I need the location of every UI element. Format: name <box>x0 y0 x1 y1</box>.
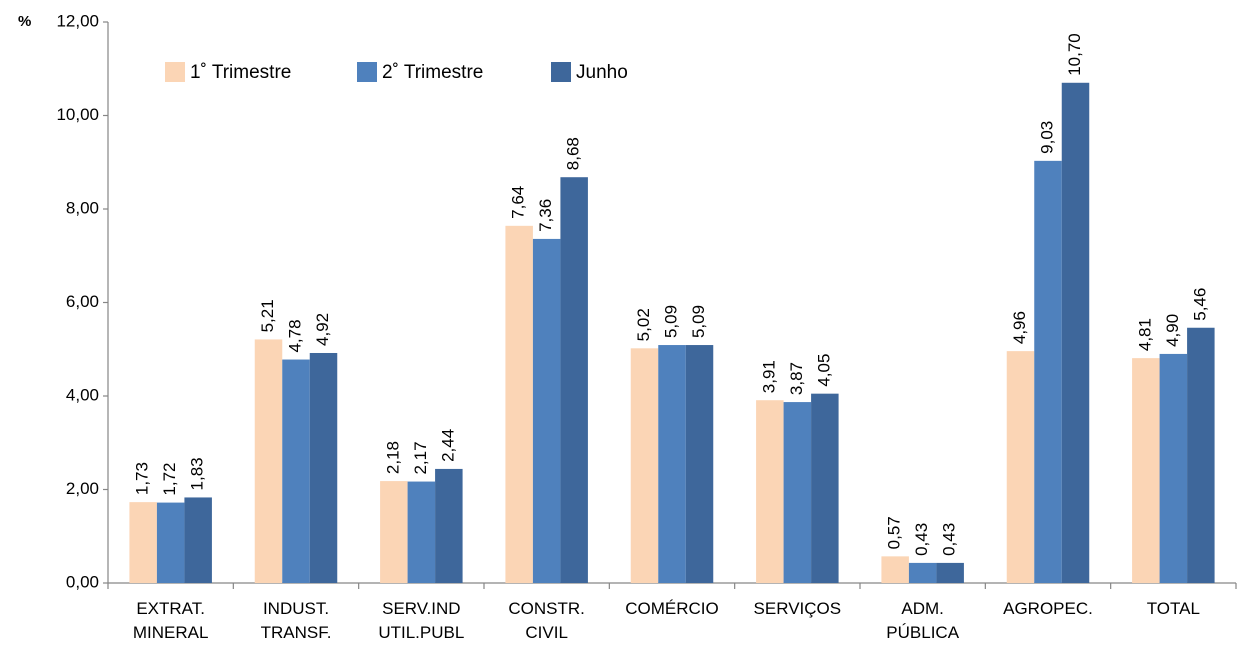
data-label: 5,02 <box>634 308 653 341</box>
data-label: 2,18 <box>383 441 402 474</box>
x-tick-label-line: TRANSF. <box>261 623 332 642</box>
legend-label: 2˚ Trimestre <box>382 62 483 83</box>
x-tick-label-line: ADM. <box>901 599 944 618</box>
data-label: 4,96 <box>1010 311 1029 344</box>
bar <box>254 339 283 583</box>
data-label: 0,43 <box>912 523 931 556</box>
data-label: 7,64 <box>509 186 528 219</box>
bar <box>532 238 561 584</box>
x-tick-label-line: EXTRAT. <box>136 599 205 618</box>
y-tick-label: 0,00 <box>66 572 99 591</box>
data-label: 3,91 <box>759 360 778 393</box>
bar <box>783 402 812 583</box>
bar <box>407 481 436 583</box>
data-label: 4,92 <box>313 313 332 346</box>
bar <box>881 556 909 583</box>
bar <box>156 502 185 583</box>
bar <box>309 352 338 583</box>
y-tick-label: 6,00 <box>66 292 99 311</box>
x-tick-label: CONSTR. CIVIL <box>508 599 585 642</box>
x-tick-label: TOTAL <box>1147 599 1200 618</box>
y-axis-label: % <box>18 13 31 30</box>
bar <box>630 348 659 583</box>
x-tick-label-line: CONSTR. <box>508 599 585 618</box>
x-tick-label-line: UTIL.PUBL <box>378 623 464 642</box>
bar <box>685 345 714 583</box>
bar <box>435 468 463 583</box>
data-label: 2,44 <box>438 429 457 462</box>
bar <box>811 393 839 583</box>
data-label: 1,73 <box>133 462 152 495</box>
bar <box>505 225 533 583</box>
x-tick-label: COMÉRCIO <box>625 599 719 618</box>
legend-label: 1˚ Trimestre <box>190 62 291 83</box>
x-tick-label: AGROPEC. <box>1003 599 1093 618</box>
legend-swatch <box>165 62 185 82</box>
bar <box>1006 351 1035 583</box>
bar <box>560 177 588 583</box>
bar <box>1061 82 1090 584</box>
x-tick-label: EXTRAT. MINERAL <box>133 599 209 642</box>
data-label: 10,70 <box>1065 33 1084 76</box>
x-tick-label-line: CIVIL <box>525 623 568 642</box>
data-label: 4,78 <box>285 319 304 352</box>
bar <box>756 400 784 583</box>
data-label: 4,81 <box>1135 318 1154 351</box>
data-label: 8,68 <box>564 137 583 170</box>
x-tick-label-line: INDUST. <box>263 599 329 618</box>
legend-label: Junho <box>576 62 628 83</box>
data-label: 3,87 <box>787 362 806 395</box>
data-label: 5,09 <box>689 305 708 338</box>
data-label: 4,05 <box>814 354 833 387</box>
data-label: 7,36 <box>536 199 555 232</box>
y-tick-label: 4,00 <box>66 385 99 404</box>
y-tick-label: 10,00 <box>56 105 99 124</box>
bar <box>936 562 964 583</box>
bar <box>1159 353 1188 583</box>
bar <box>282 359 310 583</box>
x-tick-label: SERVIÇOS <box>754 599 842 618</box>
data-label: 5,21 <box>258 299 277 332</box>
x-tick-label-line: AGROPEC. <box>1003 599 1093 618</box>
data-label: 5,46 <box>1190 288 1209 321</box>
bar <box>129 502 157 583</box>
x-tick-label-line: COMÉRCIO <box>625 599 719 618</box>
bar <box>658 345 686 583</box>
data-label: 0,43 <box>940 523 959 556</box>
x-tick-label-line: PÚBLICA <box>886 623 959 642</box>
x-tick-label: INDUST. TRANSF. <box>261 599 332 642</box>
data-label: 1,83 <box>188 457 207 490</box>
legend-swatch <box>551 62 571 82</box>
bar <box>1132 358 1160 583</box>
x-tick-label-line: SERVIÇOS <box>754 599 842 618</box>
y-tick-label: 8,00 <box>66 198 99 217</box>
data-label: 2,17 <box>411 441 430 474</box>
legend-swatch <box>357 62 377 82</box>
data-label: 5,09 <box>661 305 680 338</box>
x-tick-label-line: TOTAL <box>1147 599 1200 618</box>
x-tick-label-line: MINERAL <box>133 623 209 642</box>
bar <box>1187 327 1215 583</box>
y-tick-label: 12,00 <box>56 11 99 30</box>
data-label: 9,03 <box>1037 121 1056 154</box>
y-tick-label: 2,00 <box>66 479 99 498</box>
bar <box>380 481 408 583</box>
bar <box>1034 160 1062 583</box>
data-label: 0,57 <box>885 516 904 549</box>
x-tick-label-line: SERV.IND <box>382 599 460 618</box>
x-tick-label: SERV.IND UTIL.PUBL <box>378 599 464 642</box>
data-label: 4,90 <box>1163 314 1182 347</box>
data-label: 1,72 <box>160 462 179 495</box>
bar <box>184 497 212 583</box>
bar <box>908 562 937 583</box>
x-tick-label: ADM. PÚBLICA <box>886 599 959 642</box>
